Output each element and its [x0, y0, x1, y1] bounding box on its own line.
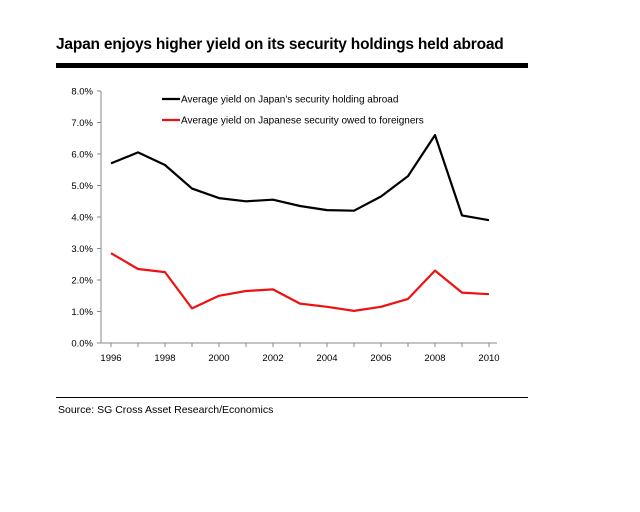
x-axis: 1996 1998 2000 2002 2004 2006 2008 2010: [100, 342, 500, 364]
y-tick-label: 8.0%: [71, 87, 93, 98]
y-axis: 0.0% 1.0% 2.0% 3.0% 4.0% 5.0% 6.0% 7.0% 8.0%: [71, 87, 102, 350]
y-tick-label: 6.0%: [71, 150, 93, 161]
x-tick-label: 1996: [100, 353, 121, 364]
y-tick-label: 2.0%: [71, 276, 93, 287]
y-tick-label: 0.0%: [71, 339, 93, 350]
title-rule: [56, 63, 528, 68]
legend-label-1: Average yield on Japan's security holdin…: [181, 95, 398, 106]
source-note: Source: SG Cross Asset Research/Economic…: [58, 404, 274, 416]
y-tick-label: 3.0%: [71, 244, 93, 255]
y-tick-label: 1.0%: [71, 307, 93, 318]
chart-title: Japan enjoys higher yield on its securit…: [56, 36, 504, 53]
y-tick-label: 5.0%: [71, 181, 93, 192]
x-tick-label: 2004: [316, 353, 337, 364]
source-rule: [56, 397, 528, 398]
legend: Average yield on Japan's security holdin…: [162, 95, 424, 127]
legend-label-2: Average yield on Japanese security owed …: [181, 116, 424, 127]
x-tick-label: 2008: [424, 353, 445, 364]
x-tick-label: 2002: [262, 353, 283, 364]
series-line-1: [110, 134, 490, 222]
y-tick-label: 7.0%: [71, 118, 93, 129]
x-tick-label: 1998: [154, 353, 175, 364]
series-lines: [110, 134, 490, 312]
series-line-2: [110, 252, 490, 312]
y-tick-label: 4.0%: [71, 213, 93, 224]
x-tick-label: 2000: [208, 353, 229, 364]
x-tick-label: 2006: [370, 353, 391, 364]
x-tick-label: 2010: [478, 353, 499, 364]
